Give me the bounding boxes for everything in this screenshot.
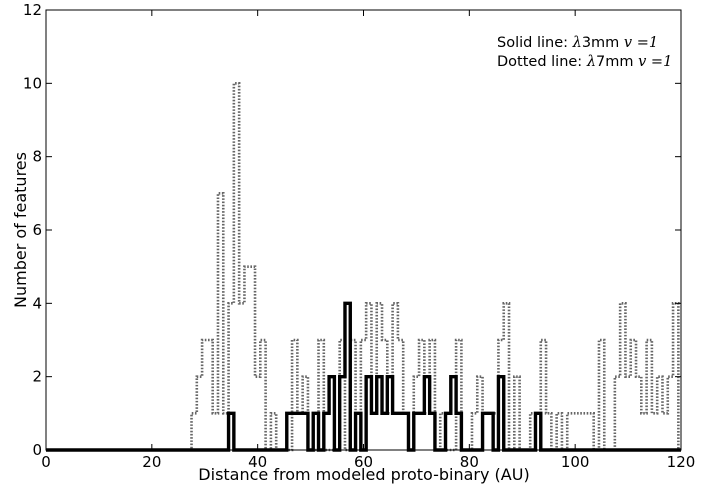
x-tick-label: 0 xyxy=(41,453,51,471)
y-axis-label: Number of features xyxy=(11,152,30,308)
x-tick-label: 100 xyxy=(561,453,590,471)
x-axis-label: Distance from modeled proto-binary (AU) xyxy=(198,465,529,484)
y-tick-label: 4 xyxy=(32,294,42,312)
legend-entry-dotted: Dotted line: λ7mm v =1 xyxy=(497,54,672,70)
x-tick-label: 20 xyxy=(142,453,161,471)
x-tick-label: 60 xyxy=(354,453,373,471)
y-tick-label: 8 xyxy=(32,148,42,166)
plot-frame xyxy=(45,9,682,451)
legend-entry-solid-eq: =1 xyxy=(632,35,658,51)
x-tick-label: 120 xyxy=(667,453,696,471)
legend: Solid line: λ3mm v =1 Dotted line: λ7mm … xyxy=(497,35,672,70)
series-solid-line xyxy=(46,301,681,452)
plot-marks xyxy=(46,82,681,452)
x-tick-label: 80 xyxy=(460,453,479,471)
legend-entry-dotted-eq: =1 xyxy=(646,54,672,70)
legend-entry-solid: Solid line: λ3mm v =1 xyxy=(497,35,658,51)
legend-entry-solid-prefix: Solid line: xyxy=(497,35,573,51)
legend-entry-dotted-lambda: λ xyxy=(586,54,596,70)
legend-entry-dotted-v: v xyxy=(638,54,647,70)
y-tick-label: 12 xyxy=(23,1,42,19)
legend-entry-dotted-prefix: Dotted line: xyxy=(497,54,587,70)
series-dotted-line xyxy=(46,82,681,452)
axis-ticks: 0 20 40 60 80 100 120 0 2 4 6 8 10 12 xyxy=(23,1,695,471)
legend-entry-solid-lambda: λ xyxy=(572,35,582,51)
legend-entry-solid-band: 3mm xyxy=(582,35,624,51)
x-tick-label: 40 xyxy=(248,453,267,471)
legend-entry-dotted-band: 7mm xyxy=(596,54,638,70)
y-tick-label: 6 xyxy=(32,221,42,239)
y-tick-label: 0 xyxy=(32,441,42,459)
y-tick-label: 2 xyxy=(32,368,42,386)
y-tick-label: 10 xyxy=(23,74,42,92)
legend-entry-solid-v: v xyxy=(624,35,633,51)
